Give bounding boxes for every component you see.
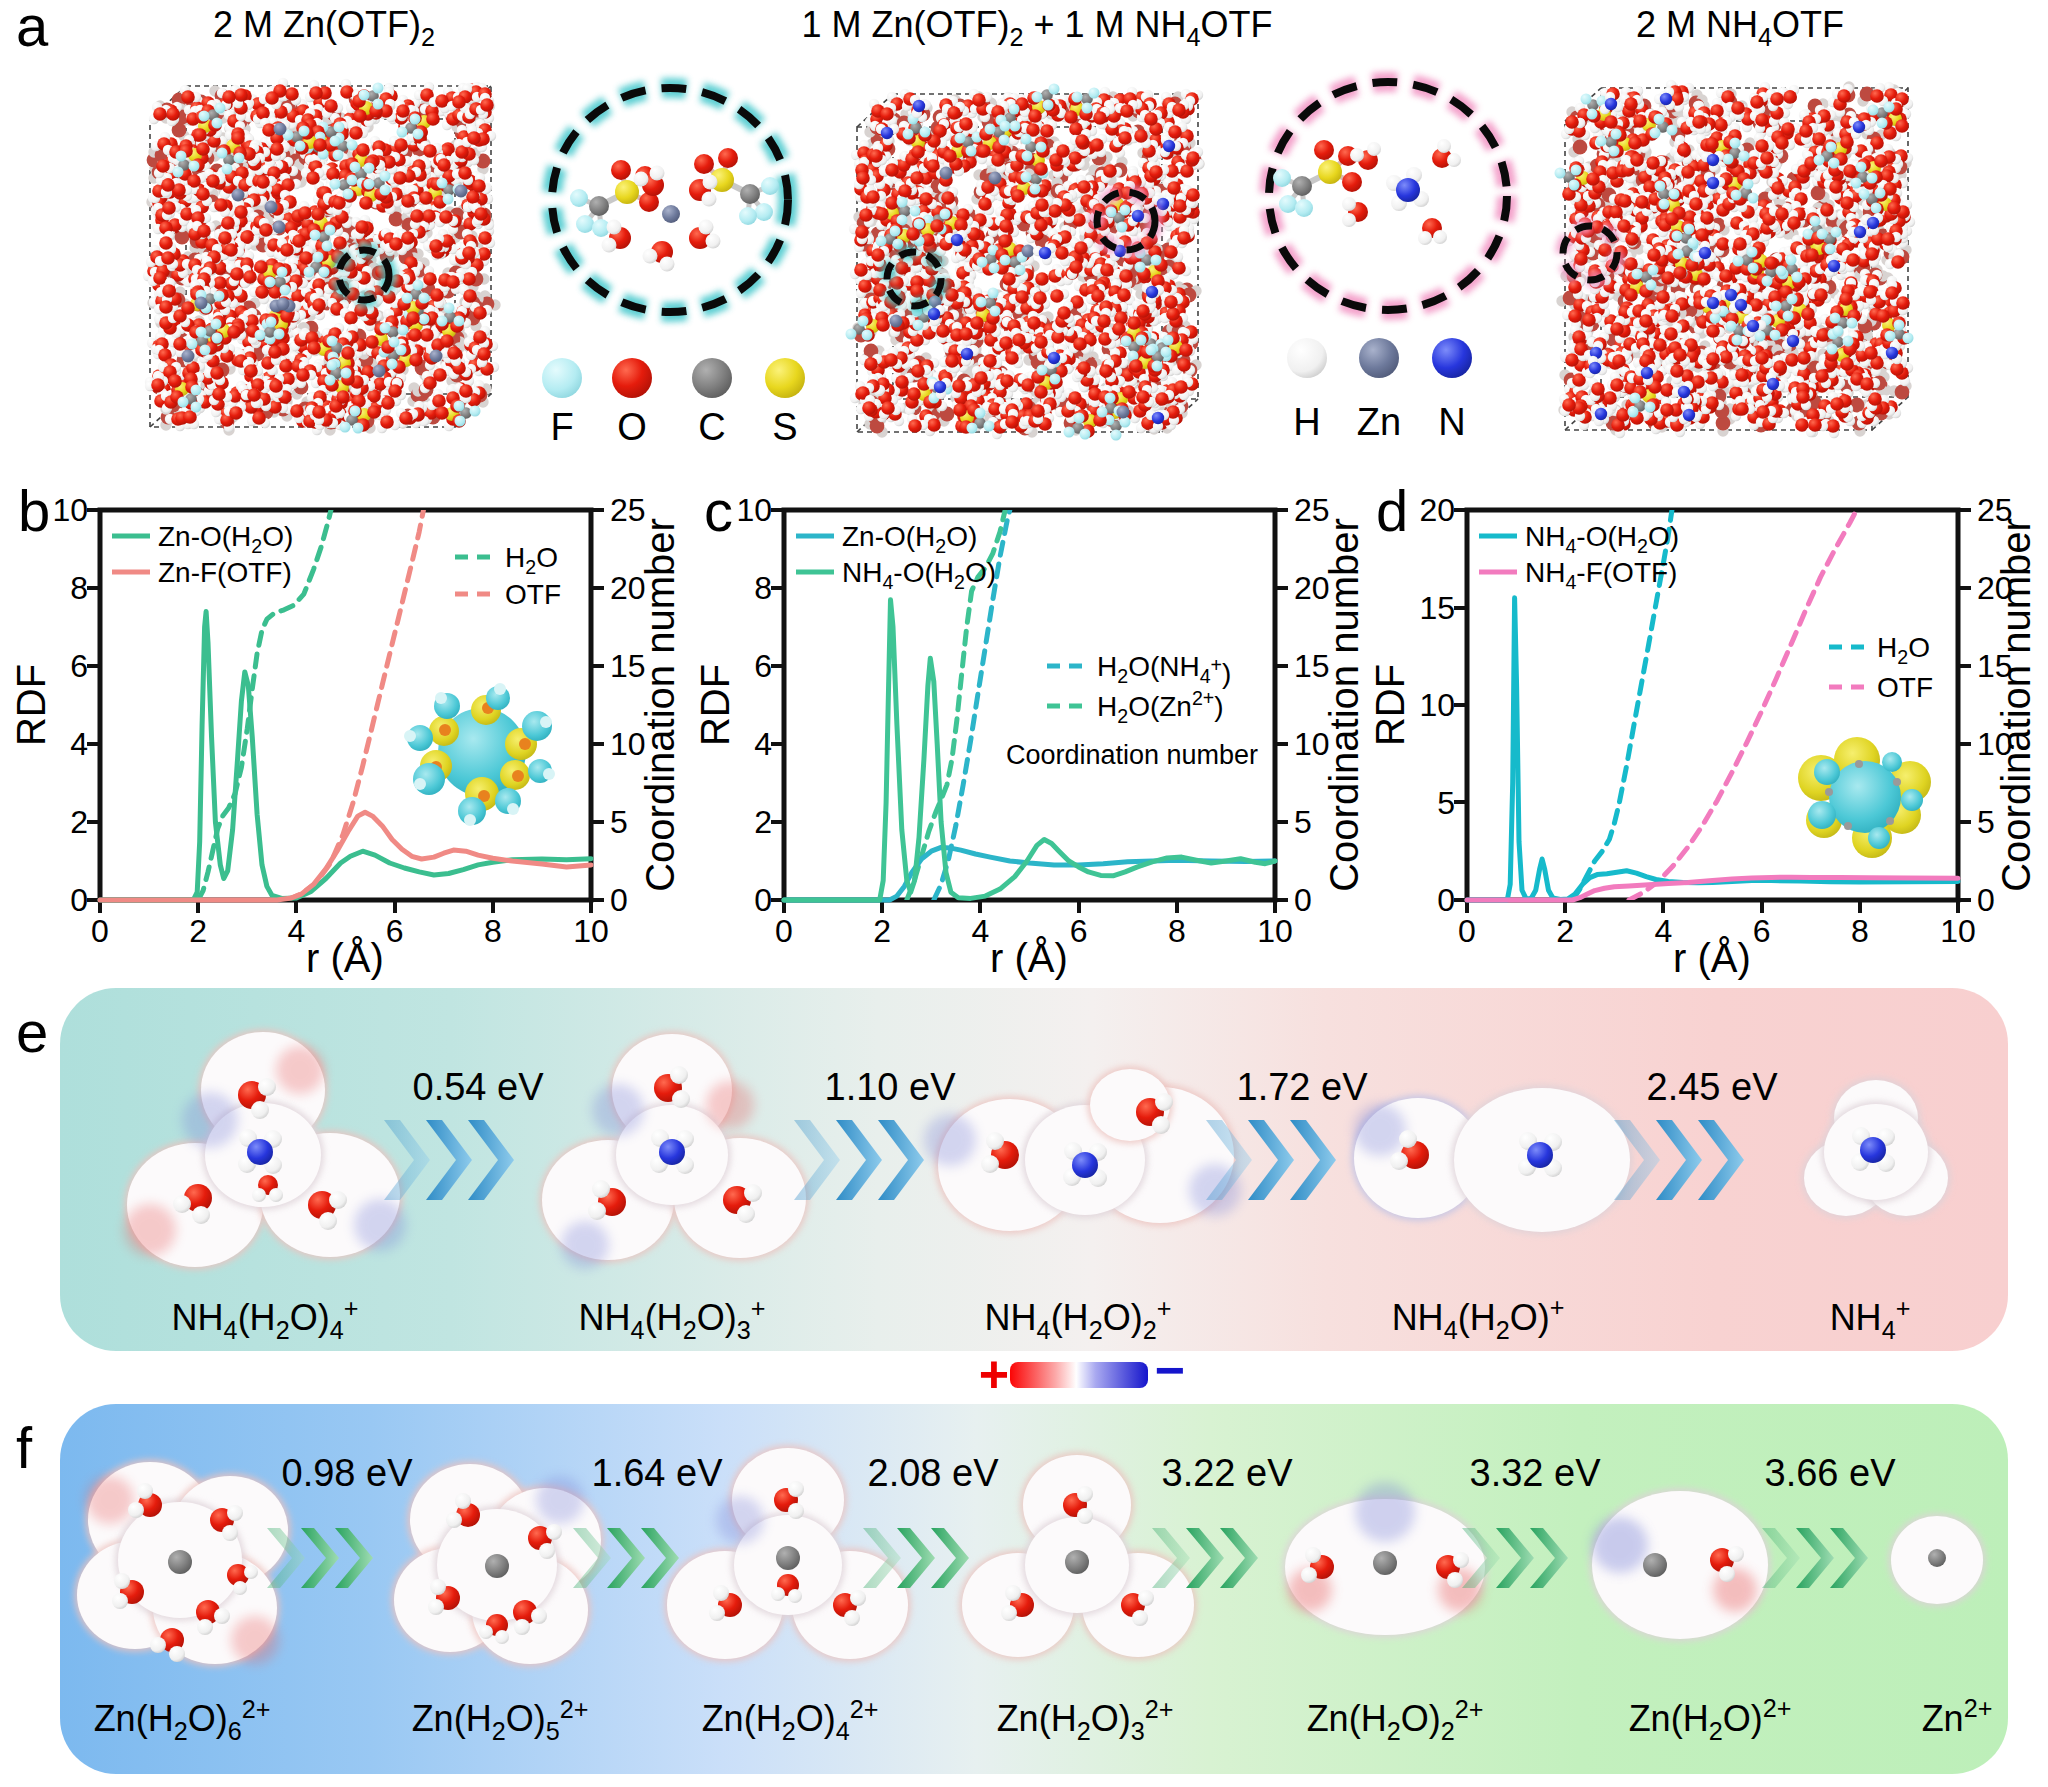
svg-text:0: 0 (1294, 882, 1312, 918)
svg-text:1.10 eV: 1.10 eV (825, 1066, 957, 1108)
svg-text:15: 15 (1419, 590, 1455, 626)
svg-text:r (Å): r (Å) (306, 936, 384, 980)
svg-text:Zn-F(OTF): Zn-F(OTF) (158, 557, 292, 588)
svg-text:H2O: H2O (1877, 632, 1930, 668)
svg-text:5: 5 (1977, 804, 1995, 840)
svg-text:H2O(NH4+): H2O(NH4+) (1097, 651, 1231, 689)
svg-text:5: 5 (610, 804, 628, 840)
svg-text:H: H (1293, 401, 1320, 443)
svg-text:Zn-O(H2O): Zn-O(H2O) (158, 521, 293, 557)
svg-text:Coordination number: Coordination number (638, 518, 682, 892)
svg-text:5: 5 (1437, 785, 1455, 821)
svg-text:6: 6 (754, 648, 772, 684)
svg-text:0: 0 (610, 882, 628, 918)
svg-text:NH4-O(H2O): NH4-O(H2O) (1525, 521, 1679, 557)
svg-text:2.45 eV: 2.45 eV (1647, 1066, 1779, 1108)
svg-text:10: 10 (1940, 913, 1976, 949)
svg-text:2.08 eV: 2.08 eV (868, 1452, 1000, 1494)
svg-text:8: 8 (70, 570, 88, 606)
svg-text:20: 20 (1419, 492, 1455, 528)
svg-text:0: 0 (70, 882, 88, 918)
svg-text:3.32 eV: 3.32 eV (1470, 1452, 1602, 1494)
svg-text:0: 0 (754, 882, 772, 918)
svg-text:4: 4 (288, 913, 306, 949)
svg-text:0.54 eV: 0.54 eV (413, 1066, 545, 1108)
svg-text:2 M NH4OTF: 2 M NH4OTF (1636, 4, 1844, 51)
svg-text:0.98 eV: 0.98 eV (282, 1452, 414, 1494)
svg-text:3.22 eV: 3.22 eV (1162, 1452, 1294, 1494)
svg-text:1.64 eV: 1.64 eV (592, 1452, 724, 1494)
svg-text:b: b (18, 478, 50, 543)
svg-text:−: − (1155, 1341, 1185, 1399)
svg-text:f: f (16, 1415, 33, 1480)
svg-text:H2O(Zn2+): H2O(Zn2+) (1097, 687, 1224, 727)
svg-text:F: F (550, 406, 573, 448)
svg-text:4: 4 (972, 913, 990, 949)
svg-text:a: a (16, 0, 49, 58)
svg-text:RDF: RDF (693, 664, 737, 746)
svg-text:0: 0 (91, 913, 109, 949)
svg-text:8: 8 (1168, 913, 1186, 949)
svg-text:10: 10 (573, 913, 609, 949)
svg-text:6: 6 (70, 648, 88, 684)
svg-text:3.66 eV: 3.66 eV (1765, 1452, 1897, 1494)
svg-text:NH4-F(OTF): NH4-F(OTF) (1525, 557, 1677, 593)
svg-text:2: 2 (70, 804, 88, 840)
svg-text:2: 2 (873, 913, 891, 949)
svg-text:C: C (698, 406, 725, 448)
svg-text:8: 8 (484, 913, 502, 949)
svg-text:e: e (16, 999, 48, 1064)
svg-text:8: 8 (754, 570, 772, 606)
svg-text:6: 6 (1070, 913, 1088, 949)
svg-text:RDF: RDF (1368, 664, 1412, 746)
svg-text:O: O (617, 406, 647, 448)
svg-text:8: 8 (1851, 913, 1869, 949)
svg-text:2 M Zn(OTF)2: 2 M Zn(OTF)2 (213, 4, 435, 51)
svg-text:r (Å): r (Å) (1673, 936, 1751, 980)
svg-text:N: N (1438, 401, 1465, 443)
svg-text:10: 10 (52, 492, 88, 528)
svg-text:Coordination number: Coordination number (1006, 740, 1258, 770)
svg-text:Coordination number: Coordination number (1994, 518, 2038, 892)
svg-text:2: 2 (1556, 913, 1574, 949)
svg-text:0: 0 (1977, 882, 1995, 918)
svg-text:H2O: H2O (505, 542, 558, 578)
svg-text:r (Å): r (Å) (990, 936, 1068, 980)
svg-text:4: 4 (70, 726, 88, 762)
svg-text:Zn: Zn (1357, 401, 1401, 443)
svg-text:1 M Zn(OTF)2 + 1 M NH4OTF: 1 M Zn(OTF)2 + 1 M NH4OTF (801, 4, 1272, 51)
svg-text:c: c (704, 478, 733, 543)
svg-text:Zn-O(H2O): Zn-O(H2O) (842, 521, 977, 557)
svg-text:6: 6 (1753, 913, 1771, 949)
svg-text:+: + (979, 1345, 1009, 1403)
svg-text:S: S (772, 406, 797, 448)
svg-text:2: 2 (754, 804, 772, 840)
svg-text:5: 5 (1294, 804, 1312, 840)
svg-text:10: 10 (1419, 687, 1455, 723)
svg-text:0: 0 (1437, 882, 1455, 918)
svg-text:4: 4 (754, 726, 772, 762)
svg-text:4: 4 (1655, 913, 1673, 949)
svg-text:6: 6 (386, 913, 404, 949)
svg-text:OTF: OTF (1877, 672, 1933, 703)
svg-text:1.72 eV: 1.72 eV (1237, 1066, 1369, 1108)
svg-text:d: d (1376, 478, 1408, 543)
svg-text:NH4-O(H2O): NH4-O(H2O) (842, 557, 996, 593)
svg-text:10: 10 (736, 492, 772, 528)
svg-text:0: 0 (775, 913, 793, 949)
svg-text:RDF: RDF (9, 664, 53, 746)
svg-text:0: 0 (1458, 913, 1476, 949)
svg-text:2: 2 (189, 913, 207, 949)
svg-text:OTF: OTF (505, 579, 561, 610)
svg-text:NH4(H2O)+: NH4(H2O)+ (1392, 1293, 1565, 1344)
svg-text:10: 10 (1257, 913, 1293, 949)
svg-text:Coordination number: Coordination number (1322, 518, 1366, 892)
